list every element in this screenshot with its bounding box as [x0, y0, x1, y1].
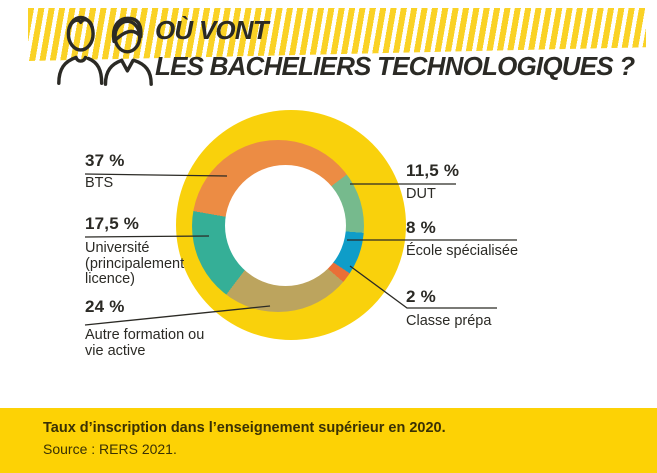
student2-shoulder-left [103, 58, 124, 86]
two-students-icon [57, 15, 153, 86]
student2-hair [111, 16, 143, 44]
footer-source: Source : RERS 2021. [43, 441, 177, 457]
classe-prepa-percentage: 2 % [406, 287, 436, 306]
connector-classe-prepa [349, 265, 497, 309]
ecole-specialisee-label: École spécialisée [406, 243, 519, 259]
footer-caption: Taux d’inscription dans l’enseignement s… [43, 420, 446, 436]
donut-hole [225, 165, 346, 286]
callout-universite: 17,5 % Université (principalement licenc… [85, 214, 205, 288]
student2-shoulder-right [132, 58, 153, 86]
footer-bar: Taux d’inscription dans l’enseignement s… [0, 408, 657, 473]
classe-prepa-label: Classe prépa [406, 313, 492, 329]
dut-percentage: 11,5 % [406, 161, 460, 180]
autre-formation-percentage: 24 % [85, 297, 125, 316]
bts-label: BTS [85, 175, 114, 191]
autre-formation-label: Autre formation ou vie active [85, 327, 205, 359]
student1-hair [67, 17, 94, 30]
callout-dut: 11,5 % DUT [406, 161, 459, 203]
connector-autre-formation [84, 305, 271, 326]
page-title: OÙ VONT LES BACHELIERS TECHNOLOGIQUES ? [155, 12, 635, 84]
title-line2: LES BACHELIERS TECHNOLOGIQUES ? [155, 51, 635, 81]
callout-classe-prepa: 2 % Classe prépa [406, 287, 491, 330]
callout-ecole-specialisee: 8 % École spécialisée [406, 218, 518, 260]
title-line1: OÙ VONT [155, 15, 269, 45]
student1-head [66, 15, 95, 52]
universite-label: Université (principalement licence) [85, 240, 185, 287]
callout-autre-formation: 24 % Autre formation ou vie active [85, 297, 217, 359]
ecole-specialisee-percentage: 8 % [406, 218, 436, 237]
student1-shoulder-left [57, 55, 78, 85]
connector-universite [84, 235, 210, 238]
bts-percentage: 37 % [85, 151, 125, 170]
connector-bts [84, 173, 228, 177]
universite-percentage: 17,5 % [85, 214, 140, 233]
student2-vneck [119, 58, 135, 73]
student1-collar [74, 55, 88, 63]
callout-bts: 37 % BTS [85, 151, 125, 192]
student1-shoulder-right [86, 56, 104, 85]
dut-label: DUT [406, 186, 436, 202]
